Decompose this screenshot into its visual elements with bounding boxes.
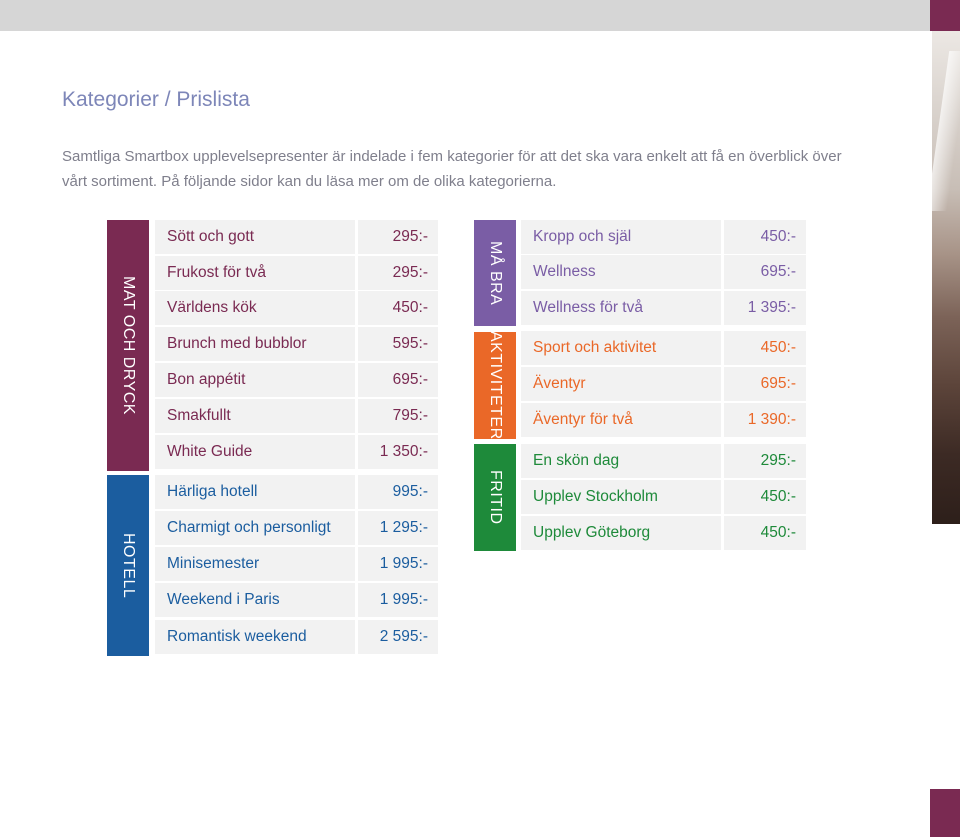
intro-text: Samtliga Smartbox upplevelsepresenter är… (62, 148, 842, 190)
item-price: 450:- (724, 480, 806, 514)
item-price: 595:- (358, 327, 438, 361)
category-bar-aktiviteter: AKTIVITETER (474, 332, 516, 439)
item-price: 1 390:- (724, 403, 806, 437)
corner-accent-top (930, 0, 960, 31)
category-bar-fritid: FRITID (474, 444, 516, 551)
item-name: Upplev Göteborg (521, 516, 721, 550)
item-price: 695:- (724, 255, 806, 289)
item-name: Minisemester (155, 547, 355, 581)
item-name: Smakfullt (155, 399, 355, 433)
item-price: 295:- (724, 444, 806, 478)
category-label-fritid: FRITID (487, 470, 504, 525)
item-name: Härliga hotell (155, 475, 355, 509)
item-name: Wellness (521, 255, 721, 289)
item-name: En skön dag (521, 444, 721, 478)
top-bar (0, 0, 930, 31)
item-name: Bon appétit (155, 363, 355, 397)
item-name: Weekend i Paris (155, 583, 355, 617)
item-price: 450:- (724, 220, 806, 254)
item-name: Äventyr för två (521, 403, 721, 437)
category-bar-mat-och-dryck: MAT OCH DRYCK (107, 220, 149, 471)
item-price: 2 595:- (358, 620, 438, 654)
item-price: 1 295:- (358, 511, 438, 545)
item-name: Romantisk weekend (155, 620, 355, 654)
item-name: White Guide (155, 435, 355, 469)
item-name: Wellness för två (521, 291, 721, 325)
item-price: 795:- (358, 399, 438, 433)
item-price: 450:- (358, 291, 438, 325)
decorative-photo-strip (932, 31, 960, 524)
item-name: Sött och gott (155, 220, 355, 254)
item-name: Frukost för två (155, 256, 355, 290)
category-bar-hotell: HOTELL (107, 475, 149, 656)
item-price: 295:- (358, 256, 438, 290)
category-bar-ma-bra: MÅ BRA (474, 220, 516, 326)
category-label-ma-bra: MÅ BRA (487, 240, 504, 306)
item-price: 450:- (724, 516, 806, 550)
item-price: 995:- (358, 475, 438, 509)
item-name: Äventyr (521, 367, 721, 401)
item-name: Brunch med bubblor (155, 327, 355, 361)
item-price: 1 995:- (358, 583, 438, 617)
item-price: 295:- (358, 220, 438, 254)
category-label-mat-och-dryck: MAT OCH DRYCK (120, 276, 137, 415)
item-price: 450:- (724, 331, 806, 365)
item-name: Världens kök (155, 291, 355, 325)
item-name: Sport och aktivitet (521, 331, 721, 365)
item-price: 695:- (358, 363, 438, 397)
category-label-hotell: HOTELL (120, 532, 137, 599)
item-price: 1 350:- (358, 435, 438, 469)
page-title: Kategorier / Prislista (62, 88, 250, 111)
item-name: Upplev Stockholm (521, 480, 721, 514)
item-price: 1 995:- (358, 547, 438, 581)
item-name: Kropp och själ (521, 220, 721, 254)
item-price: 695:- (724, 367, 806, 401)
category-label-aktiviteter: AKTIVITETER (487, 332, 504, 439)
item-name: Charmigt och personligt (155, 511, 355, 545)
item-price: 1 395:- (724, 291, 806, 325)
corner-accent-bottom (930, 789, 960, 837)
